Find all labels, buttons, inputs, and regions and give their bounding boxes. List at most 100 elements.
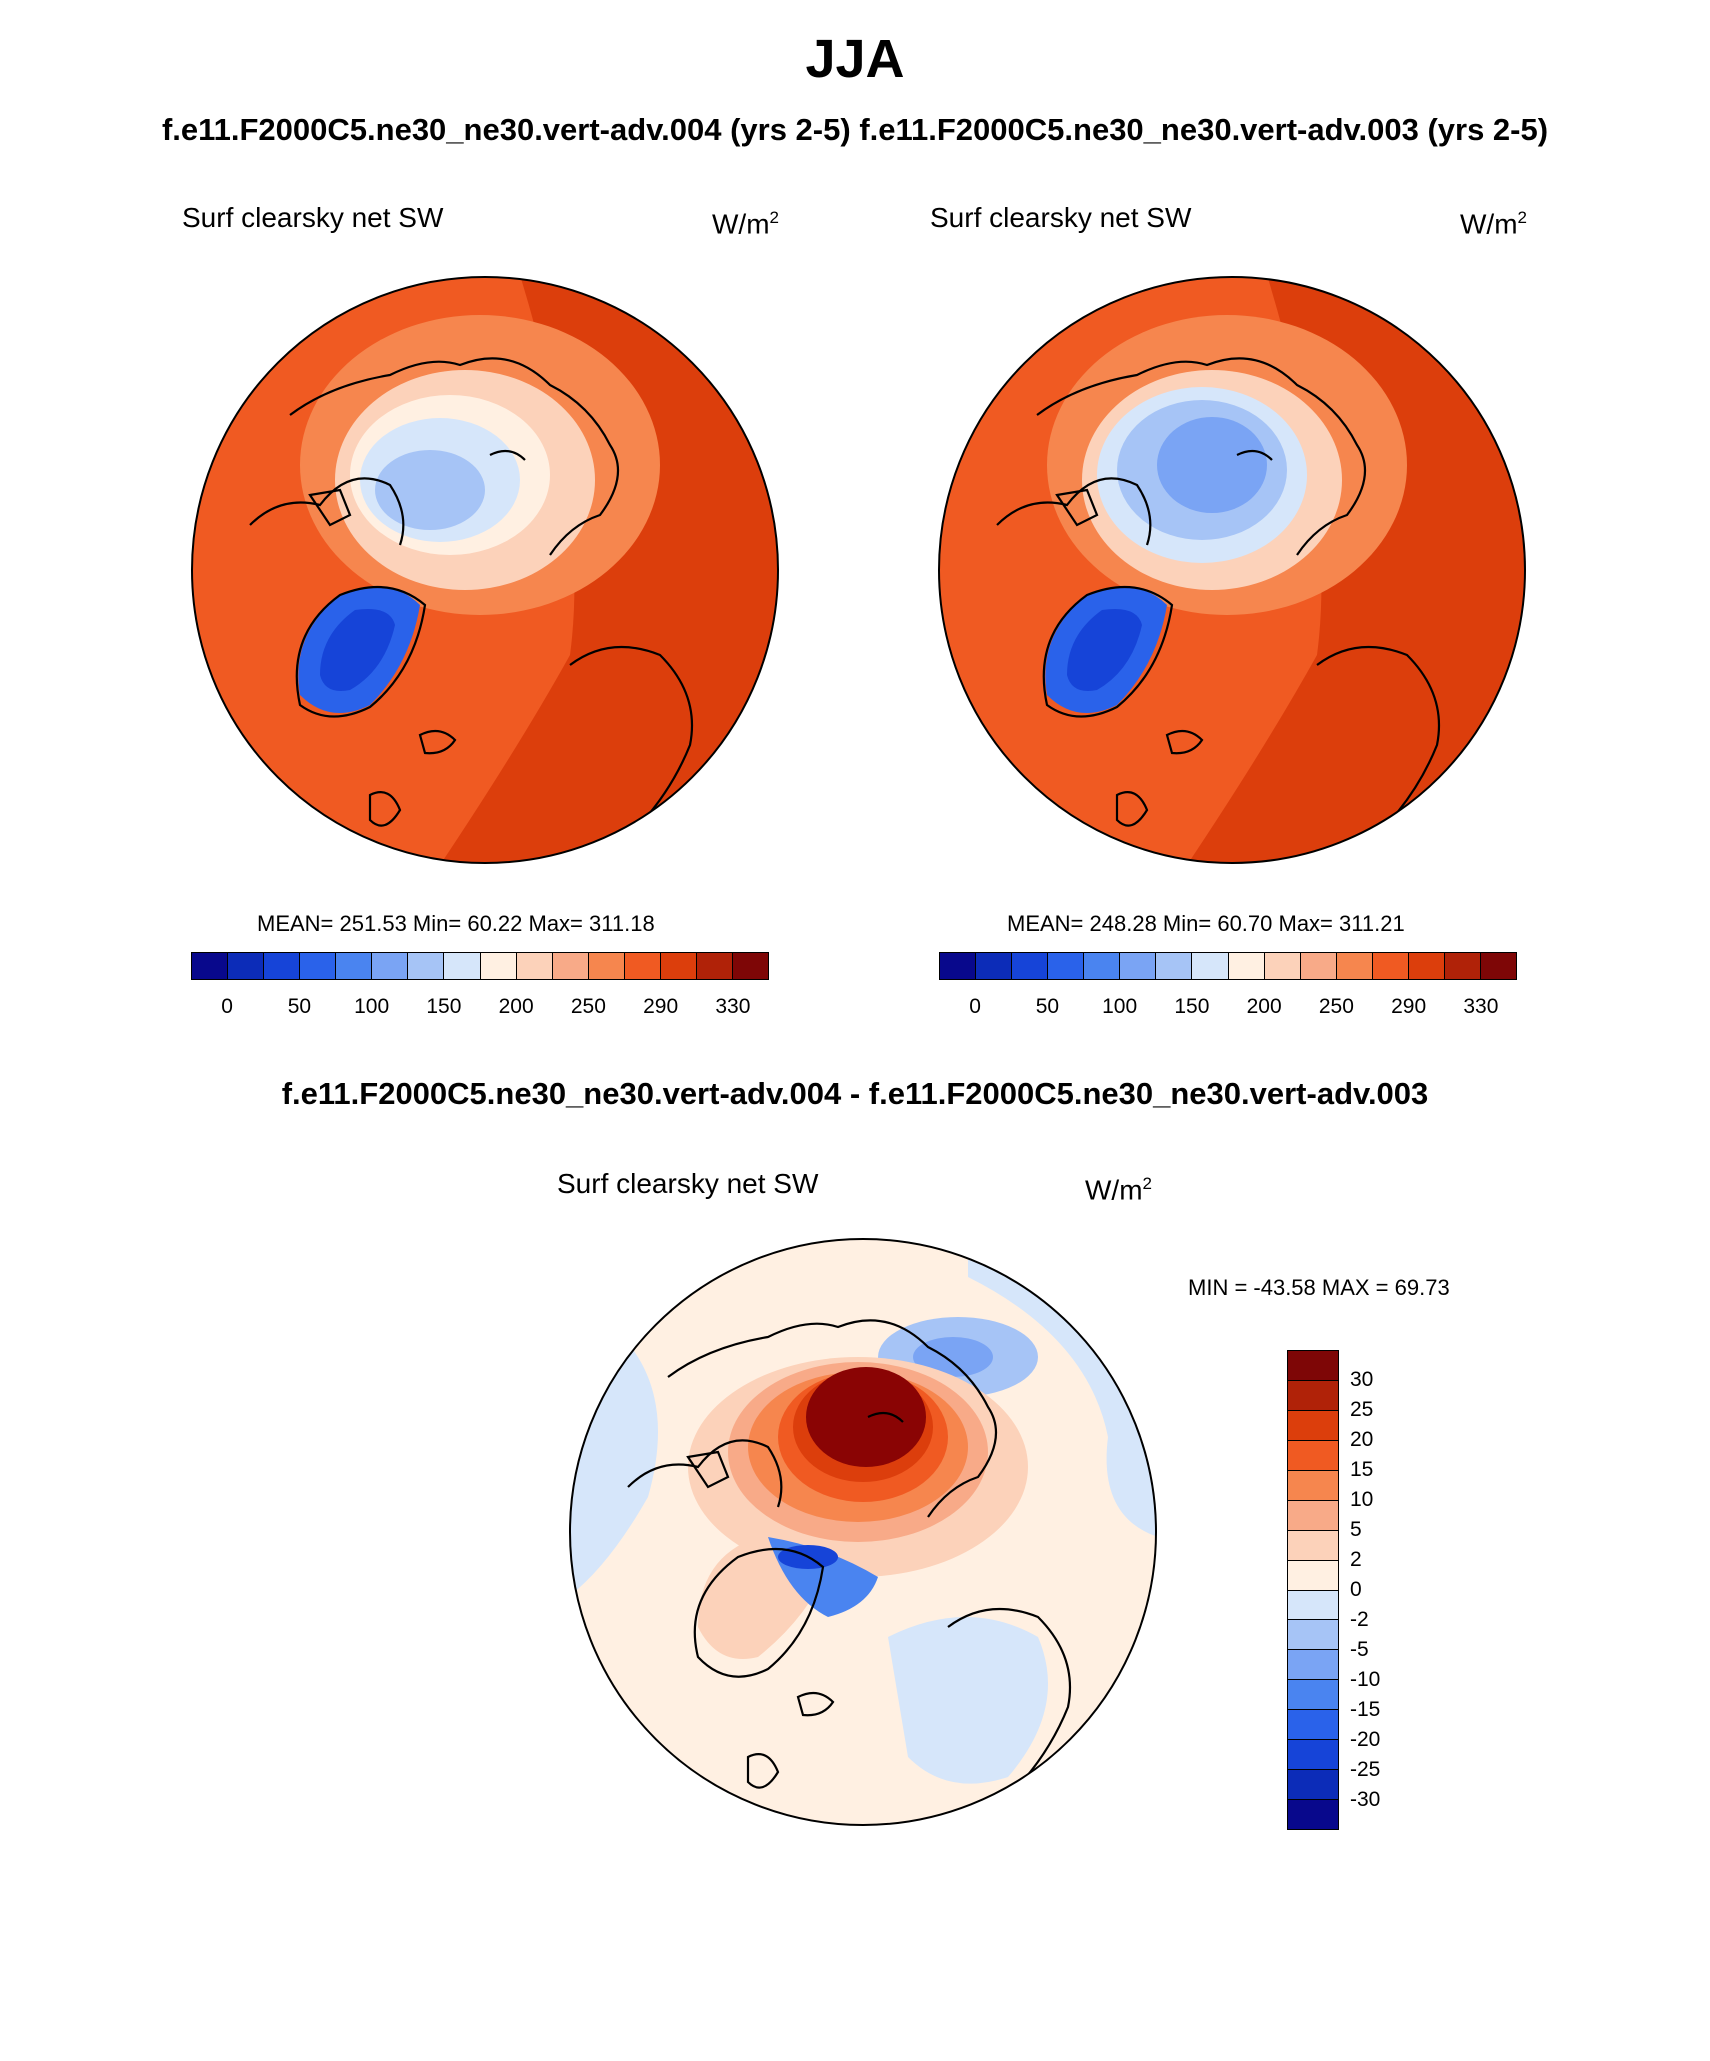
colorbar-tick-label: 290 bbox=[1391, 995, 1427, 1018]
panel1-colorbar bbox=[191, 952, 769, 980]
colorbar-swatch bbox=[1120, 953, 1157, 979]
season-title: JJA bbox=[805, 29, 905, 89]
colorbar-swatch bbox=[480, 953, 517, 979]
colorbar-swatch bbox=[624, 953, 661, 979]
colorbar-swatch bbox=[372, 953, 409, 979]
panel2-colorbar bbox=[939, 952, 1517, 980]
panel3-units: W/m2 bbox=[1085, 1174, 1152, 1206]
colorbar-swatch bbox=[1288, 1560, 1338, 1591]
colorbar-swatch bbox=[1288, 1650, 1338, 1681]
panel3-negative-siberia-core bbox=[913, 1337, 993, 1377]
colorbar-tick-label: 0 bbox=[969, 995, 981, 1018]
colorbar-tick-label: 100 bbox=[354, 995, 390, 1018]
colorbar-tick-label: 250 bbox=[570, 995, 606, 1018]
panel1-greenland-core bbox=[320, 609, 395, 691]
colorbar-tick-label: -20 bbox=[1350, 1728, 1381, 1751]
panel3-stats: MIN = -43.58 MAX = 69.73 bbox=[1188, 1275, 1450, 1300]
colorbar-tick-label: -25 bbox=[1350, 1758, 1381, 1781]
case-titles: f.e11.F2000C5.ne30_ne30.vert-adv.004 (yr… bbox=[0, 112, 1710, 148]
colorbar-tick-label: 50 bbox=[287, 995, 312, 1018]
colorbar-tick-label: 100 bbox=[1102, 995, 1138, 1018]
colorbar-swatch bbox=[1228, 953, 1265, 979]
panel3-colorbar bbox=[1287, 1350, 1339, 1830]
colorbar-swatch bbox=[408, 953, 445, 979]
colorbar-tick-label: 15 bbox=[1350, 1458, 1374, 1481]
colorbar-tick-label: 50 bbox=[1035, 995, 1060, 1018]
colorbar-tick-label: 200 bbox=[1246, 995, 1282, 1018]
colorbar-swatch bbox=[1288, 1410, 1338, 1441]
colorbar-swatch bbox=[1288, 1530, 1338, 1561]
case-a-title: f.e11.F2000C5.ne30_ne30.vert-adv.004 (yr… bbox=[161, 112, 851, 147]
panel2-units: W/m2 bbox=[1460, 208, 1527, 240]
colorbar-tick-label: 150 bbox=[426, 995, 462, 1018]
colorbar-tick-label: 10 bbox=[1350, 1488, 1374, 1511]
colorbar-swatch bbox=[1264, 953, 1301, 979]
panel1-darker-band bbox=[440, 277, 778, 863]
colorbar-swatch bbox=[1048, 953, 1085, 979]
colorbar-swatch bbox=[696, 953, 733, 979]
colorbar-tick-label: -30 bbox=[1350, 1788, 1381, 1811]
colorbar-tick-label: -10 bbox=[1350, 1668, 1381, 1691]
panel3-negative-scandinavia bbox=[888, 1617, 1048, 1784]
colorbar-tick-label: 330 bbox=[715, 995, 751, 1018]
colorbar-swatch bbox=[1288, 1470, 1338, 1501]
panel1-stats: MEAN= 251.53 Min= 60.22 Max= 311.18 bbox=[257, 911, 655, 936]
colorbar-swatch bbox=[444, 953, 481, 979]
colorbar-swatch bbox=[1288, 1380, 1338, 1411]
colorbar-swatch bbox=[1288, 1620, 1338, 1651]
colorbar-swatch bbox=[264, 953, 301, 979]
difference-title: f.e11.F2000C5.ne30_ne30.vert-adv.004 - f… bbox=[281, 1076, 1429, 1111]
colorbar-swatch bbox=[1372, 953, 1409, 979]
panel1-variable-label: Surf clearsky net SW bbox=[182, 202, 444, 233]
colorbar-tick-label: 250 bbox=[1318, 995, 1354, 1018]
panel2-polar-map bbox=[938, 276, 1526, 864]
colorbar-swatch bbox=[228, 953, 265, 979]
panel2-greenland-core bbox=[1067, 609, 1142, 691]
colorbar-swatch bbox=[1288, 1770, 1338, 1801]
colorbar-swatch bbox=[976, 953, 1013, 979]
colorbar-swatch bbox=[1288, 1440, 1338, 1471]
colorbar-swatch bbox=[732, 953, 768, 979]
colorbar-swatch bbox=[588, 953, 625, 979]
panel1-units: W/m2 bbox=[712, 208, 779, 240]
panel3-map-border bbox=[569, 1238, 1157, 1826]
colorbar-swatch bbox=[1288, 1710, 1338, 1741]
colorbar-swatch bbox=[1012, 953, 1049, 979]
panel1-map-border bbox=[191, 276, 779, 864]
colorbar-swatch bbox=[300, 953, 337, 979]
colorbar-swatch bbox=[1480, 953, 1516, 979]
colorbar-swatch bbox=[1288, 1680, 1338, 1711]
colorbar-swatch bbox=[1084, 953, 1121, 979]
panel1-band-50 bbox=[375, 450, 485, 530]
colorbar-swatch bbox=[1288, 1590, 1338, 1621]
colorbar-tick-label: 20 bbox=[1350, 1428, 1374, 1451]
panel2-coastlines bbox=[996, 357, 1441, 863]
colorbar-tick-label: -5 bbox=[1350, 1638, 1369, 1661]
colorbar-tick-label: 25 bbox=[1350, 1398, 1374, 1421]
panel2-band-50 bbox=[1157, 417, 1267, 513]
colorbar-swatch bbox=[192, 953, 229, 979]
colorbar-swatch bbox=[940, 953, 977, 979]
colorbar-swatch bbox=[1288, 1351, 1338, 1381]
panel3-difference-map bbox=[569, 1238, 1157, 1826]
colorbar-tick-label: 290 bbox=[643, 995, 679, 1018]
panel1-polar-map bbox=[191, 276, 779, 864]
colorbar-tick-label: 330 bbox=[1463, 995, 1499, 1018]
colorbar-tick-label: 5 bbox=[1350, 1518, 1362, 1541]
colorbar-tick-label: 0 bbox=[1350, 1578, 1362, 1601]
panel2-darker-band bbox=[1187, 277, 1525, 863]
panel1-colorbar-ticks: 0 50 100 150 200 250 290 330 bbox=[191, 995, 769, 1025]
colorbar-swatch bbox=[1288, 1800, 1338, 1829]
colorbar-swatch bbox=[552, 953, 589, 979]
colorbar-tick-label: 30 bbox=[1350, 1368, 1374, 1391]
panel3-variable-label: Surf clearsky net SW bbox=[557, 1168, 819, 1199]
colorbar-swatch bbox=[1408, 953, 1445, 979]
colorbar-swatch bbox=[1336, 953, 1373, 979]
colorbar-tick-label: 150 bbox=[1174, 995, 1210, 1018]
colorbar-swatch bbox=[660, 953, 697, 979]
colorbar-swatch bbox=[1300, 953, 1337, 979]
colorbar-swatch bbox=[1444, 953, 1481, 979]
colorbar-tick-label: 200 bbox=[498, 995, 534, 1018]
panel2-colorbar-ticks: 0 50 100 150 200 250 290 330 bbox=[939, 995, 1517, 1025]
colorbar-swatch bbox=[1192, 953, 1229, 979]
